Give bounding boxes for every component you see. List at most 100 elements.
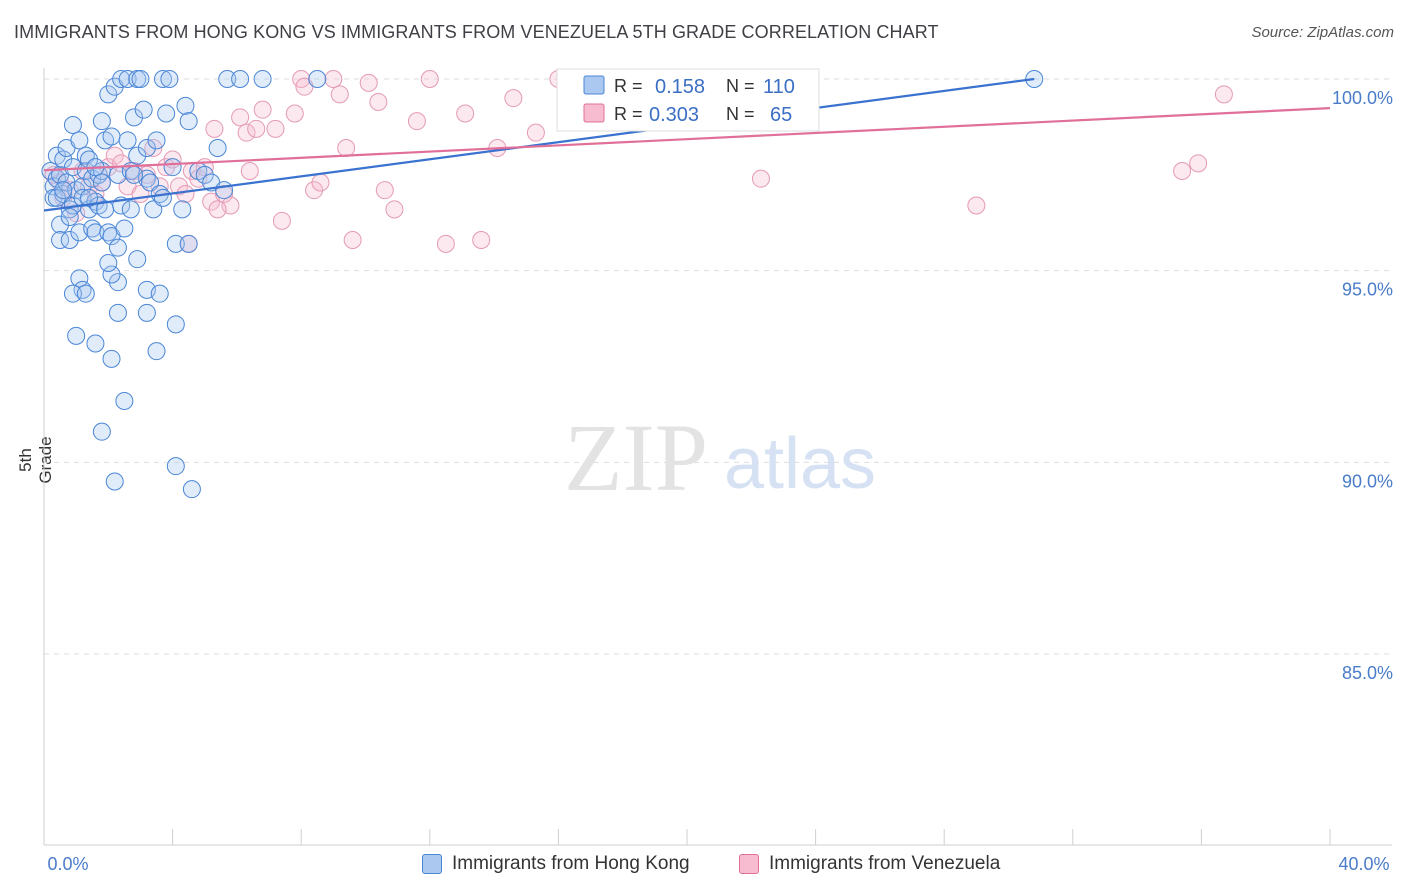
point-hongkong: [163, 158, 182, 177]
point-hongkong: [92, 173, 111, 192]
point-venezuela: [205, 119, 224, 138]
point-venezuela: [1189, 154, 1208, 173]
legend-r-label-2: R =: [614, 104, 643, 124]
trendline-venezuela: [43, 107, 1331, 172]
point-hongkong: [160, 70, 179, 88]
watermark-zip: ZIP: [564, 404, 708, 511]
point-venezuela: [456, 104, 475, 123]
point-hongkong: [118, 70, 137, 88]
legend-bottom: Immigrants from Hong Kong Immigrants fro…: [0, 850, 1406, 880]
point-hongkong: [108, 303, 127, 322]
point-venezuela: [343, 231, 362, 249]
point-hongkong: [80, 188, 99, 207]
point-hongkong: [253, 70, 272, 88]
point-hongkong: [215, 181, 234, 200]
point-hongkong: [179, 234, 198, 253]
point-hongkong: [137, 303, 156, 322]
legend-label-hongkong: Immigrants from Hong Kong: [452, 853, 690, 874]
point-hongkong: [128, 250, 147, 269]
point-venezuela: [369, 93, 388, 111]
y-tick-label: 85.0%: [1342, 663, 1393, 683]
point-venezuela: [407, 112, 426, 131]
point-venezuela: [253, 100, 272, 119]
point-venezuela: [311, 173, 330, 192]
legend-swatch-hongkong: [422, 854, 442, 874]
point-venezuela: [176, 185, 195, 203]
point-hongkong: [231, 70, 250, 88]
point-hongkong: [63, 284, 82, 303]
point-hongkong: [105, 472, 124, 491]
point-venezuela: [472, 231, 491, 249]
point-venezuela: [324, 70, 343, 88]
trendline-hongkong: [43, 77, 1035, 212]
point-hongkong: [176, 96, 195, 115]
point-venezuela: [247, 119, 266, 138]
legend-r-value-2: 0.303: [649, 104, 699, 126]
point-venezuela: [285, 104, 304, 123]
point-venezuela: [272, 211, 291, 230]
point-venezuela: [231, 108, 250, 127]
axes: [43, 68, 1392, 846]
legend-swatch-blue: [583, 75, 605, 95]
point-venezuela: [337, 139, 356, 157]
point-hongkong: [134, 100, 153, 119]
legend-label-venezuela: Immigrants from Venezuela: [769, 853, 1001, 874]
point-venezuela: [385, 200, 404, 219]
legend-n-value-2: 65: [770, 104, 792, 126]
chart-title: IMMIGRANTS FROM HONG KONG VS IMMIGRANTS …: [14, 22, 939, 42]
legend-item-hongkong[interactable]: Immigrants from Hong Kong: [422, 853, 690, 875]
point-hongkong: [51, 231, 70, 249]
point-hongkong: [150, 284, 169, 303]
point-venezuela: [305, 181, 324, 200]
point-hongkong: [166, 457, 185, 476]
point-hongkong: [51, 215, 70, 234]
watermark-atlas: atlas: [724, 424, 876, 504]
legend-swatch-pink: [583, 103, 605, 123]
point-hongkong: [157, 104, 176, 123]
point-venezuela: [170, 177, 189, 196]
point-hongkong: [147, 131, 166, 150]
point-hongkong: [112, 70, 131, 88]
point-hongkong: [99, 85, 118, 104]
point-hongkong: [99, 254, 118, 272]
point-hongkong: [166, 315, 185, 334]
point-venezuela: [436, 234, 455, 253]
point-hongkong: [102, 265, 121, 284]
point-hongkong: [115, 392, 134, 410]
point-hongkong: [54, 181, 73, 200]
point-venezuela: [157, 158, 176, 177]
point-hongkong: [137, 139, 156, 157]
point-venezuela: [420, 70, 439, 88]
point-venezuela: [208, 200, 227, 219]
point-hongkong: [86, 334, 105, 353]
point-hongkong: [92, 422, 111, 441]
x-tick-label-left: 0.0%: [47, 854, 88, 874]
point-venezuela: [105, 146, 124, 165]
legend-r-value-1: 0.158: [655, 76, 705, 98]
point-hongkong: [166, 234, 185, 253]
y-tick-label: 90.0%: [1342, 471, 1393, 491]
point-hongkong: [76, 284, 95, 303]
point-venezuela: [266, 119, 285, 138]
point-hongkong: [121, 200, 140, 219]
point-hongkong: [131, 70, 150, 88]
point-hongkong: [147, 342, 166, 361]
point-venezuela: [1173, 162, 1192, 180]
point-hongkong: [102, 349, 121, 368]
legend-r-label-1: R =: [614, 76, 643, 96]
point-hongkong: [108, 238, 127, 257]
point-hongkong: [108, 273, 127, 292]
point-hongkong: [153, 188, 172, 207]
legend-item-venezuela[interactable]: Immigrants from Venezuela: [739, 853, 1000, 875]
point-venezuela: [237, 123, 256, 142]
point-venezuela: [504, 89, 523, 108]
y-tick-label: 100.0%: [1332, 88, 1393, 108]
point-venezuela: [240, 162, 259, 180]
point-hongkong: [54, 150, 73, 169]
legend-n-label-1: N =: [726, 76, 755, 96]
y-tick-label: 95.0%: [1342, 280, 1393, 300]
point-venezuela: [967, 196, 986, 215]
point-venezuela: [526, 123, 545, 142]
point-hongkong: [125, 108, 144, 127]
